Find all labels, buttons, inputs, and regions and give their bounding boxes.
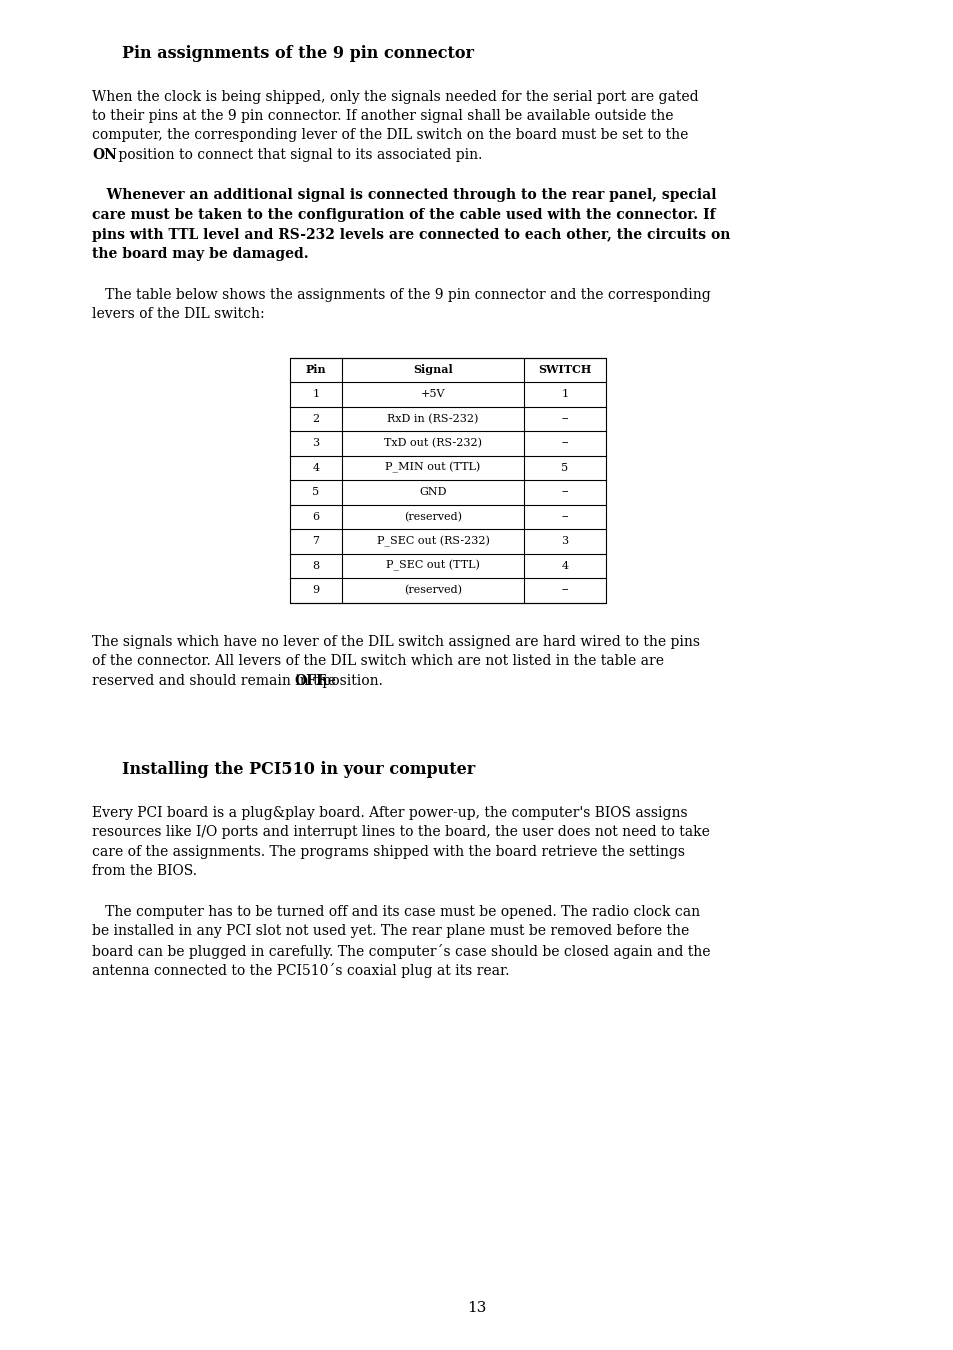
Text: be installed in any PCI slot not used yet. The rear plane must be removed before: be installed in any PCI slot not used ye…: [91, 923, 688, 938]
Text: 7: 7: [313, 536, 319, 547]
Text: 3: 3: [313, 439, 319, 448]
Text: --: --: [560, 512, 568, 521]
Text: 8: 8: [313, 560, 319, 571]
Text: Installing the PCI510 in your computer: Installing the PCI510 in your computer: [122, 761, 475, 778]
Text: (reserved): (reserved): [403, 585, 461, 595]
Text: SWITCH: SWITCH: [537, 364, 591, 375]
Text: GND: GND: [418, 487, 446, 497]
Text: 13: 13: [467, 1301, 486, 1315]
Text: resources like I/O ports and interrupt lines to the board, the user does not nee: resources like I/O ports and interrupt l…: [91, 825, 709, 838]
Text: P_SEC out (RS-232): P_SEC out (RS-232): [376, 536, 489, 547]
Text: levers of the DIL switch:: levers of the DIL switch:: [91, 306, 264, 321]
Text: 9: 9: [313, 586, 319, 595]
Text: +5V: +5V: [420, 389, 445, 400]
Text: 4: 4: [561, 560, 568, 571]
Text: 5: 5: [561, 463, 568, 472]
Text: Pin: Pin: [305, 364, 326, 375]
Text: 6: 6: [313, 512, 319, 521]
Bar: [290, 358, 605, 602]
Text: The table below shows the assignments of the 9 pin connector and the correspondi: The table below shows the assignments of…: [91, 288, 710, 301]
Text: --: --: [560, 413, 568, 424]
Text: Signal: Signal: [413, 364, 453, 375]
Text: care must be taken to the configuration of the cable used with the connector. If: care must be taken to the configuration …: [91, 208, 715, 221]
Text: care of the assignments. The programs shipped with the board retrieve the settin: care of the assignments. The programs sh…: [91, 845, 684, 859]
Text: pins with TTL level and RS-232 levels are connected to each other, the circuits : pins with TTL level and RS-232 levels ar…: [91, 228, 730, 242]
Text: OFF: OFF: [294, 674, 326, 687]
Text: The signals which have no lever of the DIL switch assigned are hard wired to the: The signals which have no lever of the D…: [91, 634, 700, 648]
Text: 3: 3: [561, 536, 568, 547]
Text: 1: 1: [561, 389, 568, 400]
Text: reserved and should remain in the: reserved and should remain in the: [91, 674, 340, 687]
Text: antenna connected to the PCI510´s coaxial plug at its rear.: antenna connected to the PCI510´s coaxia…: [91, 963, 509, 977]
Text: TxD out (RS-232): TxD out (RS-232): [384, 439, 481, 448]
Text: 2: 2: [313, 413, 319, 424]
Text: Pin assignments of the 9 pin connector: Pin assignments of the 9 pin connector: [122, 45, 474, 62]
Text: 4: 4: [313, 463, 319, 472]
Text: P_MIN out (TTL): P_MIN out (TTL): [385, 462, 480, 474]
Text: to their pins at the 9 pin connector. If another signal shall be available outsi: to their pins at the 9 pin connector. If…: [91, 109, 673, 123]
Text: 5: 5: [313, 487, 319, 497]
Text: position to connect that signal to its associated pin.: position to connect that signal to its a…: [114, 148, 482, 162]
Text: the board may be damaged.: the board may be damaged.: [91, 247, 309, 261]
Text: Every PCI board is a plug&play board. After power-up, the computer's BIOS assign: Every PCI board is a plug&play board. Af…: [91, 806, 687, 819]
Text: Whenever an additional signal is connected through to the rear panel, special: Whenever an additional signal is connect…: [91, 189, 716, 202]
Text: position.: position.: [317, 674, 382, 687]
Text: The computer has to be turned off and its case must be opened. The radio clock c: The computer has to be turned off and it…: [91, 904, 700, 918]
Text: P_SEC out (TTL): P_SEC out (TTL): [386, 560, 479, 571]
Text: computer, the corresponding lever of the DIL switch on the board must be set to : computer, the corresponding lever of the…: [91, 128, 688, 143]
Text: ON: ON: [91, 148, 117, 162]
Text: --: --: [560, 586, 568, 595]
Text: board can be plugged in carefully. The computer´s case should be closed again an: board can be plugged in carefully. The c…: [91, 944, 710, 958]
Text: --: --: [560, 487, 568, 497]
Text: (reserved): (reserved): [403, 512, 461, 522]
Text: 1: 1: [313, 389, 319, 400]
Text: RxD in (RS-232): RxD in (RS-232): [387, 413, 478, 424]
Text: --: --: [560, 439, 568, 448]
Text: When the clock is being shipped, only the signals needed for the serial port are: When the clock is being shipped, only th…: [91, 89, 698, 104]
Text: from the BIOS.: from the BIOS.: [91, 864, 196, 878]
Text: of the connector. All levers of the DIL switch which are not listed in the table: of the connector. All levers of the DIL …: [91, 653, 663, 668]
